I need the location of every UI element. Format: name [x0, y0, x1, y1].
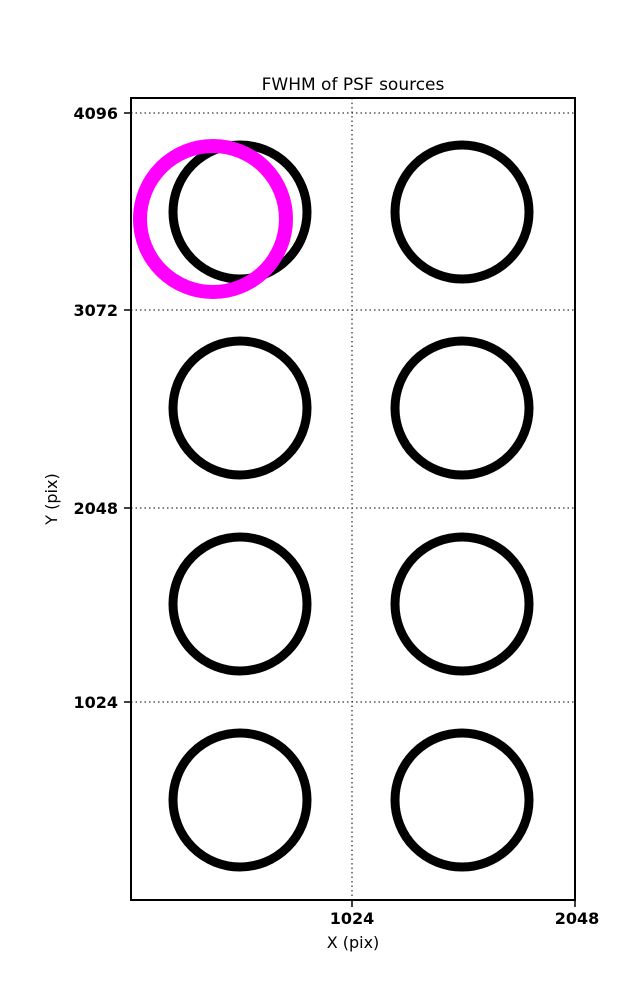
reference-circle-series: [133, 139, 293, 299]
psf-circle: [390, 140, 534, 284]
psf-circle: [390, 336, 534, 480]
y-tick-marks: [124, 112, 131, 703]
psf-circle: [390, 728, 534, 872]
psf-circle: [168, 532, 312, 676]
y-axis-label: Y (pix): [42, 473, 61, 525]
psf-circle-series: [168, 140, 534, 872]
gridlines: [131, 98, 575, 900]
x-tick-marks: [351, 900, 576, 907]
reference-circle: [133, 139, 293, 299]
y-tick-label-2048: 2048: [73, 499, 118, 518]
axes-frame: [130, 97, 576, 901]
x-tick-label-2048: 2048: [555, 909, 600, 928]
psf-circle: [168, 336, 312, 480]
chart-title: FWHM of PSF sources: [262, 75, 445, 95]
y-tick-label-1024: 1024: [73, 693, 118, 712]
psf-circle: [168, 728, 312, 872]
y-tick-label-3072: 3072: [73, 301, 118, 320]
psf-circle: [390, 532, 534, 676]
x-tick-label-1024: 1024: [330, 909, 375, 928]
x-axis-label: X (pix): [327, 933, 380, 952]
y-tick-label-4096: 4096: [73, 104, 118, 123]
plot-area-background: [131, 98, 575, 900]
